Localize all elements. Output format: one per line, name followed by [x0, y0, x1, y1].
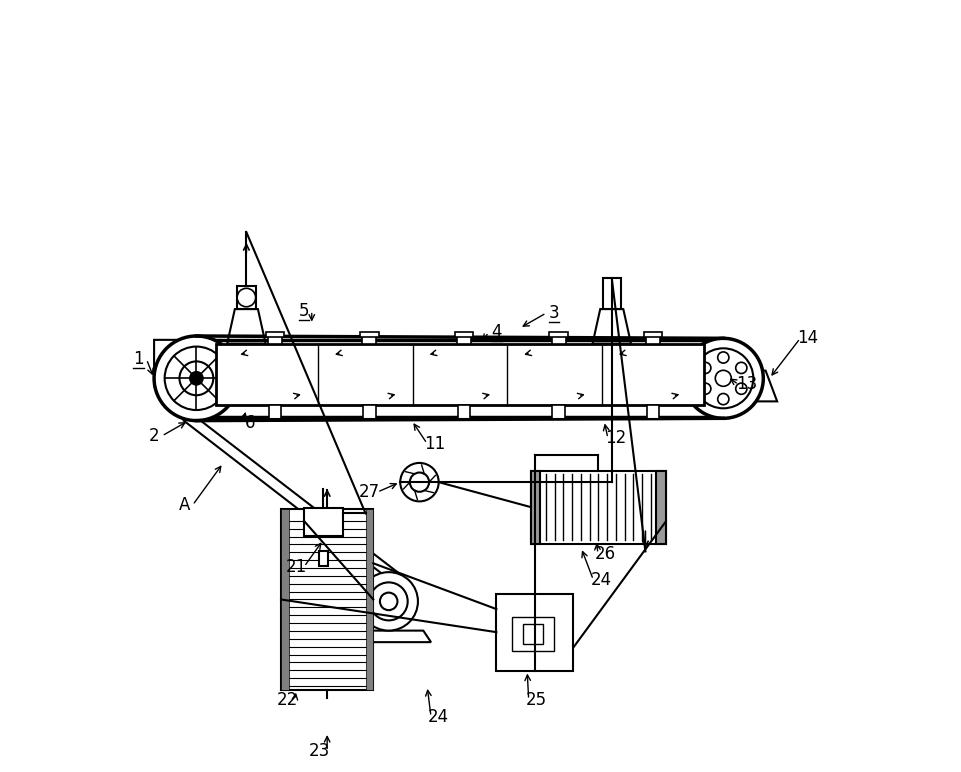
Bar	[530, 471, 540, 543]
Text: 5: 5	[299, 302, 309, 320]
Bar	[365, 509, 373, 690]
Bar	[362, 334, 376, 344]
Text: 21: 21	[285, 557, 307, 576]
Circle shape	[164, 347, 228, 410]
Bar	[523, 625, 542, 644]
Text: 13: 13	[735, 375, 756, 394]
Bar	[646, 334, 659, 344]
Text: 23: 23	[308, 743, 330, 760]
Circle shape	[693, 348, 752, 408]
Circle shape	[409, 472, 429, 492]
Bar	[268, 405, 281, 419]
Bar	[318, 551, 328, 567]
Text: 25: 25	[526, 691, 547, 709]
Circle shape	[359, 572, 417, 631]
Bar	[265, 332, 283, 337]
Bar	[457, 405, 470, 419]
Bar	[267, 334, 282, 344]
Circle shape	[699, 362, 710, 374]
Bar	[281, 509, 373, 690]
Bar	[511, 617, 554, 652]
Text: 27: 27	[358, 483, 380, 501]
Circle shape	[237, 288, 256, 306]
Bar	[549, 332, 567, 337]
Circle shape	[735, 383, 746, 394]
Bar	[455, 332, 473, 337]
Bar	[655, 471, 665, 543]
Circle shape	[735, 362, 746, 374]
Text: 4: 4	[491, 323, 501, 341]
Bar	[359, 332, 379, 337]
Text: 2: 2	[149, 427, 160, 445]
Bar	[281, 509, 288, 690]
Circle shape	[715, 371, 730, 386]
Circle shape	[400, 463, 438, 501]
Circle shape	[699, 383, 710, 394]
Text: 14: 14	[797, 330, 818, 347]
Text: 6: 6	[245, 414, 256, 432]
Text: A: A	[179, 496, 190, 514]
Bar	[456, 334, 471, 344]
Circle shape	[717, 352, 728, 363]
Circle shape	[190, 372, 203, 384]
Bar	[647, 405, 658, 419]
Bar	[530, 471, 665, 543]
Text: 1: 1	[134, 350, 144, 368]
Bar	[237, 286, 256, 309]
Text: 24: 24	[590, 571, 611, 589]
Text: 12: 12	[604, 429, 626, 447]
Polygon shape	[154, 340, 188, 405]
Bar	[215, 344, 703, 405]
Bar	[496, 594, 573, 671]
Polygon shape	[592, 309, 630, 344]
Circle shape	[369, 582, 407, 621]
Polygon shape	[719, 371, 776, 401]
Polygon shape	[304, 536, 342, 551]
Text: 11: 11	[424, 435, 445, 452]
Bar	[551, 334, 565, 344]
Circle shape	[380, 593, 397, 610]
Bar	[552, 405, 564, 419]
Polygon shape	[346, 631, 431, 642]
Polygon shape	[227, 309, 265, 344]
Bar	[643, 332, 662, 337]
Circle shape	[180, 361, 213, 395]
Text: 22: 22	[276, 691, 298, 709]
Text: 26: 26	[595, 545, 616, 563]
Text: 3: 3	[548, 304, 558, 322]
Bar	[602, 279, 621, 309]
Circle shape	[682, 338, 762, 418]
Text: 24: 24	[428, 708, 449, 726]
Circle shape	[154, 336, 238, 421]
Circle shape	[717, 394, 728, 405]
Bar	[363, 405, 375, 419]
Bar	[304, 509, 342, 536]
